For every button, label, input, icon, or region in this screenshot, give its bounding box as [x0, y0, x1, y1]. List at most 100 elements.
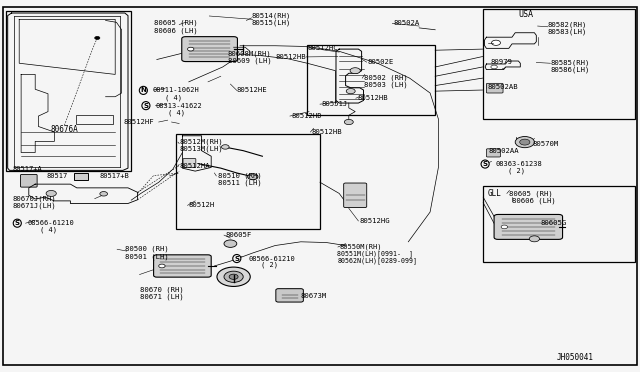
FancyBboxPatch shape	[20, 174, 37, 187]
Circle shape	[46, 190, 56, 196]
Bar	[307, 45, 435, 115]
Circle shape	[491, 65, 497, 69]
Text: 80673M: 80673M	[301, 293, 327, 299]
Text: 80551J: 80551J	[322, 101, 348, 107]
Bar	[176, 134, 320, 229]
Text: 80502 (RH): 80502 (RH)	[364, 75, 407, 81]
Text: 80606 (LH): 80606 (LH)	[154, 27, 197, 34]
Circle shape	[515, 137, 534, 148]
Bar	[6, 11, 131, 171]
Text: 80551M(LH)[0991-  ]: 80551M(LH)[0991- ]	[337, 250, 413, 257]
Text: 80512HA: 80512HA	[179, 163, 210, 169]
Text: USA: USA	[518, 10, 533, 19]
Text: 80676A: 80676A	[50, 125, 78, 134]
Text: 80510 (RH): 80510 (RH)	[218, 173, 261, 179]
Circle shape	[229, 274, 238, 279]
FancyBboxPatch shape	[494, 214, 563, 240]
FancyBboxPatch shape	[154, 255, 211, 277]
Text: 80502AA: 80502AA	[488, 148, 519, 154]
Circle shape	[501, 225, 508, 229]
Text: 80512HE: 80512HE	[237, 87, 268, 93]
Text: 80671J(LH): 80671J(LH)	[13, 202, 56, 209]
Text: 80517: 80517	[47, 173, 68, 179]
Text: 80512HG: 80512HG	[360, 218, 390, 224]
Text: 80608M(RH): 80608M(RH)	[228, 51, 271, 57]
Text: 80570M: 80570M	[532, 141, 559, 147]
Text: 08566-61210: 08566-61210	[28, 220, 74, 226]
Text: 08313-41622: 08313-41622	[156, 103, 202, 109]
Text: 08911-1062H: 08911-1062H	[152, 87, 199, 93]
Text: 08363-61238: 08363-61238	[496, 161, 543, 167]
Text: 80502E: 80502E	[368, 59, 394, 65]
Text: 80511 (LH): 80511 (LH)	[218, 180, 261, 186]
Bar	[483, 186, 635, 262]
Circle shape	[217, 267, 250, 286]
Text: 80514(RH): 80514(RH)	[252, 13, 291, 19]
Text: 80979: 80979	[490, 60, 512, 65]
Circle shape	[346, 89, 355, 94]
Text: 08566-61210: 08566-61210	[248, 256, 295, 262]
Text: 80512HB: 80512HB	[357, 95, 388, 101]
Text: 80502AB: 80502AB	[487, 84, 518, 90]
Text: 80512H: 80512H	[189, 202, 215, 208]
Text: ( 2): ( 2)	[508, 167, 525, 174]
Circle shape	[221, 145, 229, 149]
Text: 80605 (RH): 80605 (RH)	[154, 19, 197, 26]
Text: 80512HD: 80512HD	[291, 113, 322, 119]
Text: 80502A: 80502A	[394, 20, 420, 26]
Text: 80550M(RH): 80550M(RH)	[339, 244, 381, 250]
Text: S: S	[15, 220, 20, 226]
Text: 80671 (LH): 80671 (LH)	[140, 293, 183, 300]
FancyBboxPatch shape	[182, 36, 237, 61]
Circle shape	[350, 68, 360, 74]
Text: ( 4): ( 4)	[168, 109, 186, 116]
FancyBboxPatch shape	[486, 149, 500, 157]
Text: ( 4): ( 4)	[165, 94, 182, 101]
Text: 80512HF: 80512HF	[124, 119, 154, 125]
Text: S: S	[143, 103, 148, 109]
Bar	[483, 9, 635, 119]
Text: 80517+B: 80517+B	[99, 173, 129, 179]
Text: 80512HB: 80512HB	[275, 54, 306, 60]
Circle shape	[344, 119, 353, 125]
Text: 80562N(LH)[0289-099]: 80562N(LH)[0289-099]	[337, 257, 417, 264]
Text: 80582(RH): 80582(RH)	[548, 21, 588, 28]
Text: S: S	[234, 256, 239, 262]
Text: 80583(LH): 80583(LH)	[548, 28, 588, 35]
Text: 80515(LH): 80515(LH)	[252, 20, 291, 26]
Circle shape	[224, 240, 237, 247]
Text: 80586(LH): 80586(LH)	[550, 66, 590, 73]
Circle shape	[529, 236, 540, 242]
Circle shape	[520, 139, 530, 145]
Text: N: N	[140, 87, 147, 93]
Text: 80606 (LH): 80606 (LH)	[512, 197, 556, 204]
Circle shape	[224, 271, 243, 282]
Text: 80512HC: 80512HC	[307, 45, 338, 51]
Circle shape	[95, 36, 100, 39]
Circle shape	[188, 47, 194, 51]
Text: 80500 (RH): 80500 (RH)	[125, 246, 168, 253]
Text: 80670J(RH): 80670J(RH)	[13, 195, 56, 202]
FancyBboxPatch shape	[486, 83, 503, 93]
Text: 80609 (LH): 80609 (LH)	[228, 58, 271, 64]
Text: ( 4): ( 4)	[40, 227, 58, 233]
Text: 80512M(RH): 80512M(RH)	[179, 139, 223, 145]
Text: JH050041: JH050041	[557, 353, 594, 362]
FancyBboxPatch shape	[276, 289, 303, 302]
Text: GLL: GLL	[488, 189, 502, 198]
Bar	[76, 115, 113, 124]
Text: 80605F: 80605F	[225, 232, 252, 238]
Text: 80605 (RH): 80605 (RH)	[509, 190, 552, 197]
FancyBboxPatch shape	[344, 183, 367, 208]
FancyBboxPatch shape	[183, 158, 196, 167]
Text: 80513M(LH): 80513M(LH)	[179, 145, 223, 152]
Text: 80512HB: 80512HB	[312, 129, 342, 135]
Text: 80501 (LH): 80501 (LH)	[125, 253, 168, 260]
FancyBboxPatch shape	[74, 173, 88, 180]
Circle shape	[159, 264, 165, 268]
Text: S: S	[483, 161, 488, 167]
Text: 80503 (LH): 80503 (LH)	[364, 82, 407, 89]
Circle shape	[100, 192, 108, 196]
Text: 80605G: 80605G	[541, 220, 567, 226]
Text: 80517+A: 80517+A	[13, 166, 42, 172]
